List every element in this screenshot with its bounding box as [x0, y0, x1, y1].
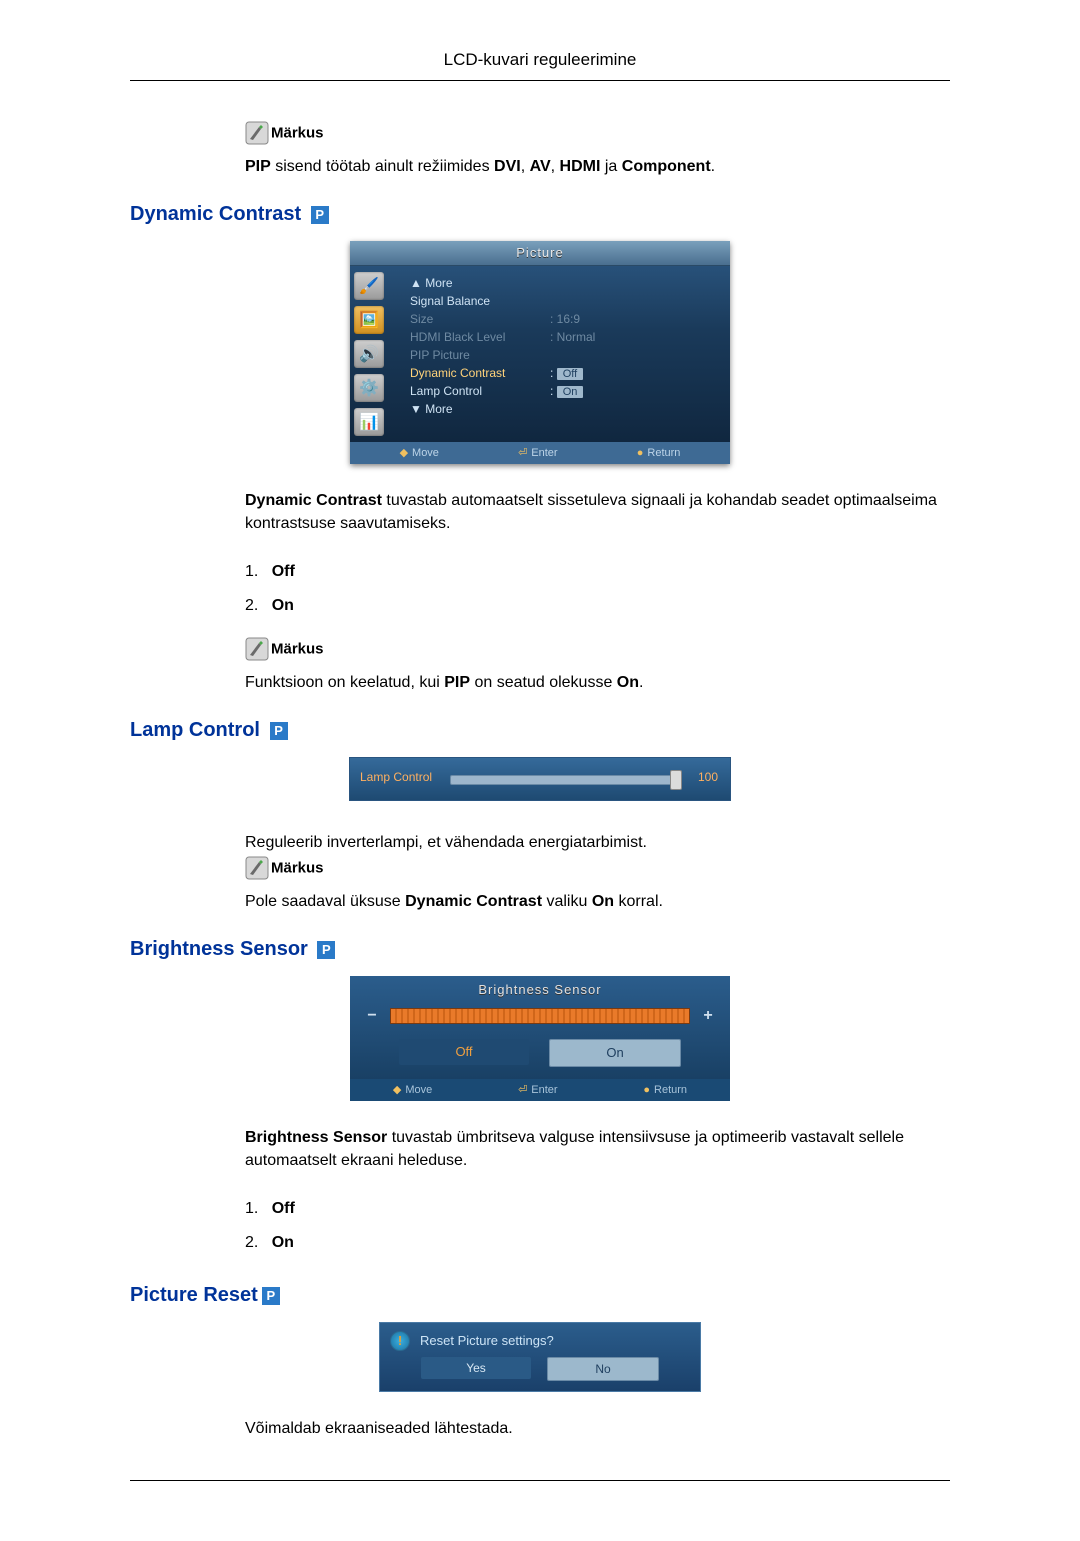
figure-brightness-sensor: Brightness Sensor − + Off On ◆Move ⏎Ente… [130, 976, 950, 1101]
note-row-2: Märkus [245, 637, 950, 661]
bs-bar [390, 1008, 690, 1024]
bottom-rule [130, 1480, 950, 1481]
dc-note-text: Funktsioon on keelatud, kui PIP on seatu… [245, 671, 950, 694]
lamp-value: 100 [698, 770, 718, 784]
p-badge-icon: P [311, 206, 329, 224]
osd-more-up: ▲ More [410, 276, 550, 290]
note-label: Märkus [271, 640, 324, 657]
bs-description: Brightness Sensor tuvastab ümbritseva va… [245, 1126, 950, 1172]
sidebar-icon-3: 🔊 [354, 340, 384, 368]
note-icon [245, 856, 269, 880]
reset-yes-button: Yes [421, 1357, 531, 1379]
bs-on-button: On [549, 1039, 681, 1067]
osd-more-down: ▼ More [410, 402, 550, 416]
bs-off-button: Off [399, 1039, 529, 1065]
note-label: Märkus [271, 125, 324, 142]
osd-picture-menu: Picture 🖌️ 🖼️ 🔊 ⚙️ 📊 ▲ More Signal Balan… [350, 241, 730, 464]
dc-options: 1. Off 2. On [245, 556, 950, 622]
bs-options: 1. Off 2. On [245, 1193, 950, 1259]
heading-brightness-sensor: Brightness Sensor P [130, 938, 950, 961]
figure-lamp-control: Lamp Control 100 [130, 757, 950, 806]
osd-title: Picture [350, 241, 730, 266]
reset-no-button: No [547, 1357, 659, 1381]
lamp-label: Lamp Control [360, 770, 432, 784]
p-badge-icon: P [262, 1287, 280, 1305]
figure-picture-reset: ! Reset Picture settings? Yes No [130, 1322, 950, 1392]
lamp-note-text: Pole saadaval üksuse Dynamic Contrast va… [245, 890, 950, 913]
osd-item-dynamic-contrast: Dynamic Contrast [410, 366, 550, 380]
osd-item-pip-picture: PIP Picture [410, 348, 550, 362]
heading-picture-reset: Picture ResetP [130, 1284, 950, 1307]
lamp-track [450, 775, 680, 785]
osd-item-signal-balance: Signal Balance [410, 294, 550, 308]
lamp-description: Reguleerib inverterlampi, et vähendada e… [245, 831, 950, 854]
osd-reset-dialog: ! Reset Picture settings? Yes No [379, 1322, 701, 1392]
osd-footer: ◆Move ⏎Enter ●Return [350, 442, 730, 464]
note-row-3: Märkus [245, 856, 950, 880]
note-row: Märkus [245, 121, 950, 145]
osd-menu-list: ▲ More Signal Balance Size: 16:9 HDMI Bl… [396, 266, 730, 442]
osd-item-hdmi-black: HDMI Black Level [410, 330, 550, 344]
osd-lamp-slider: Lamp Control 100 [349, 757, 731, 801]
p-badge-icon: P [270, 722, 288, 740]
warning-icon: ! [390, 1331, 410, 1351]
osd-brightness-sensor: Brightness Sensor − + Off On ◆Move ⏎Ente… [350, 976, 730, 1101]
p-badge-icon: P [317, 941, 335, 959]
sidebar-icon-5: 📊 [354, 408, 384, 436]
lamp-thumb [670, 770, 682, 790]
page: LCD-kuvari reguleerimine Märkus PIP sise… [0, 0, 1080, 1541]
osd-item-lamp-control: Lamp Control [410, 384, 550, 398]
bs-minus: − [364, 1007, 380, 1025]
figure-picture-menu: Picture 🖌️ 🖼️ 🔊 ⚙️ 📊 ▲ More Signal Balan… [130, 241, 950, 464]
sidebar-icon-4: ⚙️ [354, 374, 384, 402]
intro-note-text: PIP sisend töötab ainult režiimides DVI,… [245, 155, 950, 178]
pr-description: Võimaldab ekraaniseaded lähtestada. [245, 1417, 950, 1440]
bs-title: Brightness Sensor [350, 976, 730, 1007]
sidebar-icon-1: 🖌️ [354, 272, 384, 300]
sidebar-icon-2: 🖼️ [354, 306, 384, 334]
bs-footer: ◆Move ⏎Enter ●Return [350, 1079, 730, 1101]
page-header: LCD-kuvari reguleerimine [130, 50, 950, 81]
note-label: Märkus [271, 859, 324, 876]
heading-lamp-control: Lamp Control P [130, 719, 950, 742]
bs-plus: + [700, 1007, 716, 1025]
dc-description: Dynamic Contrast tuvastab automaatselt s… [245, 489, 950, 535]
osd-item-size: Size [410, 312, 550, 326]
note-icon [245, 637, 269, 661]
note-icon [245, 121, 269, 145]
reset-message: Reset Picture settings? [420, 1333, 554, 1348]
heading-dynamic-contrast: Dynamic Contrast P [130, 203, 950, 226]
osd-sidebar: 🖌️ 🖼️ 🔊 ⚙️ 📊 [350, 266, 396, 442]
